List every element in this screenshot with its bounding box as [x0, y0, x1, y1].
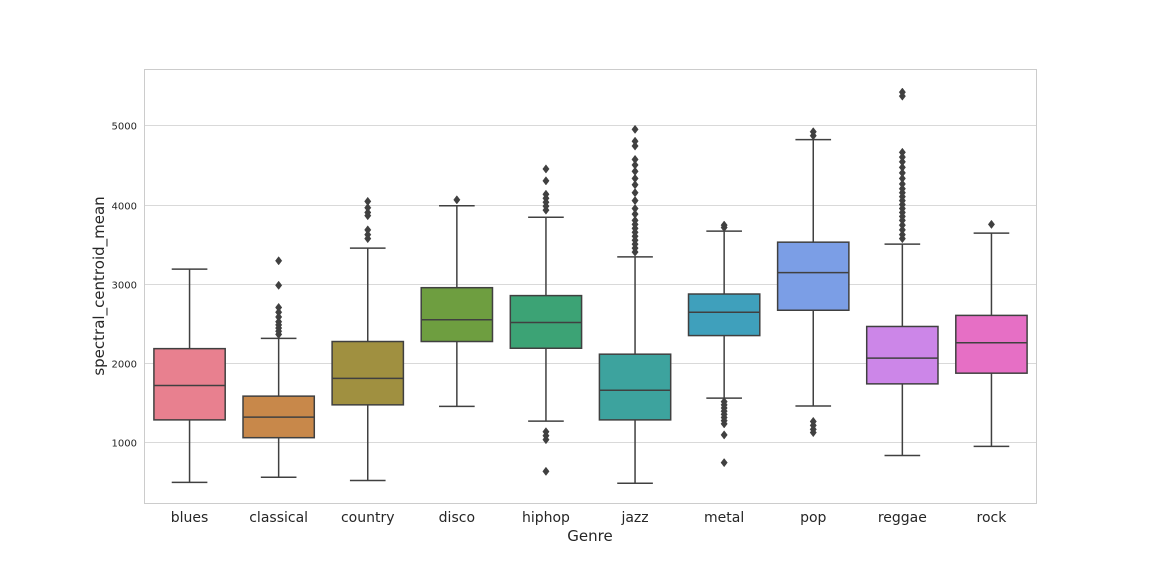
x-axis-label: Genre: [567, 527, 612, 545]
outlier-point: [631, 180, 639, 190]
outlier-point: [898, 152, 906, 162]
outlier-point: [720, 458, 728, 468]
outlier-point: [898, 162, 906, 172]
box-rock: [955, 219, 1028, 448]
plot-frame: [144, 69, 1037, 504]
outlier-point: [898, 230, 906, 240]
x-tick-label: classical: [249, 510, 308, 526]
y-tick-label: 2000: [112, 360, 137, 371]
box-country: [331, 196, 405, 482]
x-tick-label: reggae: [878, 510, 927, 526]
outlier-point: [631, 141, 639, 151]
x-tick-label: jazz: [620, 510, 648, 526]
outlier-point: [275, 302, 283, 313]
outlier-point: [809, 127, 817, 137]
x-tick-label: disco: [439, 510, 475, 526]
outlier-point: [898, 157, 906, 167]
iqr-box: [776, 241, 850, 311]
outlier-point: [275, 307, 283, 317]
outlier-point: [542, 164, 550, 174]
box-disco: [420, 195, 494, 408]
outlier-point: [364, 196, 372, 206]
x-tick-label: hiphop: [522, 510, 570, 526]
outlier-point: [898, 179, 906, 189]
outlier-point: [898, 87, 906, 97]
outlier-point: [809, 416, 817, 427]
x-tick-label: pop: [800, 510, 826, 526]
outlier-point: [275, 312, 283, 322]
x-tick-label: blues: [171, 510, 209, 526]
y-tick-label: 5000: [112, 122, 137, 133]
y-tick-label: 1000: [112, 439, 137, 450]
iqr-box: [331, 340, 405, 406]
outlier-point: [631, 209, 639, 219]
outlier-point: [542, 176, 550, 186]
outlier-point: [898, 220, 906, 230]
outlier-point: [631, 160, 639, 170]
box-jazz: [598, 124, 672, 484]
iqr-box: [153, 347, 226, 421]
outlier-point: [631, 215, 639, 225]
outlier-point: [631, 166, 639, 176]
iqr-box: [955, 314, 1028, 374]
outlier-point: [898, 168, 906, 178]
iqr-box: [865, 325, 939, 385]
y-tick-label: 3000: [112, 281, 137, 292]
outlier-point: [275, 280, 283, 290]
x-tick-label: rock: [977, 510, 1008, 526]
outlier-point: [631, 196, 639, 206]
outlier-point: [542, 466, 550, 476]
iqr-box: [420, 286, 494, 343]
y-tick-label: 4000: [112, 202, 137, 213]
outlier-point: [720, 220, 728, 230]
box-classical: [242, 256, 316, 479]
iqr-box: [687, 293, 761, 337]
box-pop: [776, 127, 850, 438]
box-blues: [153, 268, 226, 484]
outlier-point: [987, 219, 995, 229]
outlier-point: [364, 203, 372, 213]
y-axis-label: spectral_centroid_mean: [90, 196, 109, 375]
outlier-point: [631, 188, 639, 198]
tick-layer: 1000 2000 3000 4000 5000 blues classical countr…: [112, 122, 1008, 527]
outlier-point: [631, 136, 639, 146]
outlier-point: [898, 225, 906, 235]
box-reggae: [865, 87, 939, 457]
outlier-point: [631, 173, 639, 184]
outlier-point: [275, 256, 283, 266]
outlier-point: [275, 317, 283, 327]
box-layer: [153, 87, 1028, 484]
outlier-point: [898, 147, 906, 157]
outlier-point: [364, 230, 372, 240]
outlier-point: [631, 124, 639, 134]
outlier-point: [542, 189, 550, 199]
outlier-point: [898, 173, 906, 184]
iqr-box: [598, 353, 672, 421]
outlier-point: [720, 397, 728, 407]
outlier-point: [720, 430, 728, 440]
outlier-point: [364, 225, 372, 235]
outlier-point: [364, 207, 372, 218]
x-tick-label: country: [341, 510, 395, 526]
outlier-point: [631, 203, 639, 214]
outlier-point: [542, 427, 550, 437]
outlier-point: [453, 195, 461, 205]
x-tick-label: metal: [704, 510, 744, 526]
box-hiphop: [509, 164, 583, 476]
outlier-point: [631, 154, 639, 165]
box-metal: [687, 220, 761, 468]
outlier-point: [898, 184, 906, 194]
